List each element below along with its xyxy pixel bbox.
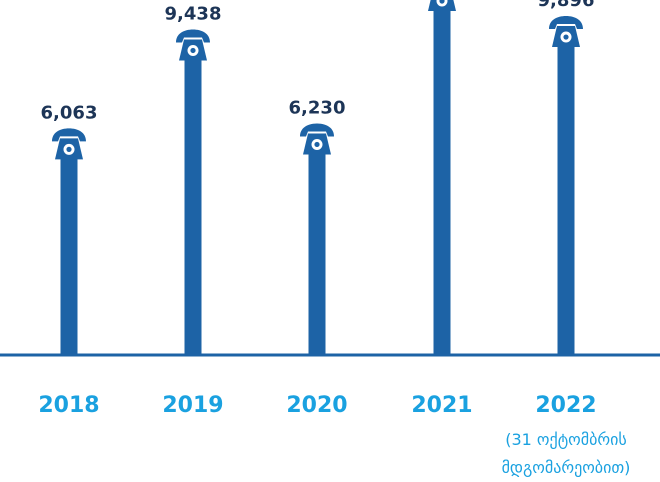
bars-layer [52, 0, 583, 355]
value-label-2018: 6,063 [41, 102, 98, 123]
value-label-2019: 9,438 [165, 3, 222, 24]
note-label-2022-0: (31 ოქტომბრის [505, 430, 627, 449]
telephone-icon [428, 0, 456, 12]
telephone-icon [52, 128, 86, 160]
labels-layer: 6,06320189,43820196,230202011,12620219,8… [38, 0, 630, 477]
value-label-2022: 9,896 [538, 0, 595, 11]
telephone-icon [176, 29, 210, 61]
bar-2019 [184, 49, 202, 355]
bar-2018 [60, 148, 78, 355]
year-label-2019: 2019 [162, 393, 223, 418]
telephone-icon [300, 123, 334, 155]
note-label-2022-1: მდგომარეობით) [502, 458, 631, 477]
year-label-2022: 2022 [535, 393, 596, 418]
year-label-2020: 2020 [286, 393, 347, 418]
bar-2020 [308, 143, 326, 355]
bar-2021 [433, 0, 451, 355]
year-label-2018: 2018 [38, 393, 99, 418]
telephone-icon [549, 16, 583, 48]
year-label-2021: 2021 [411, 393, 472, 418]
bar-2022 [557, 36, 575, 355]
value-label-2020: 6,230 [289, 97, 346, 118]
